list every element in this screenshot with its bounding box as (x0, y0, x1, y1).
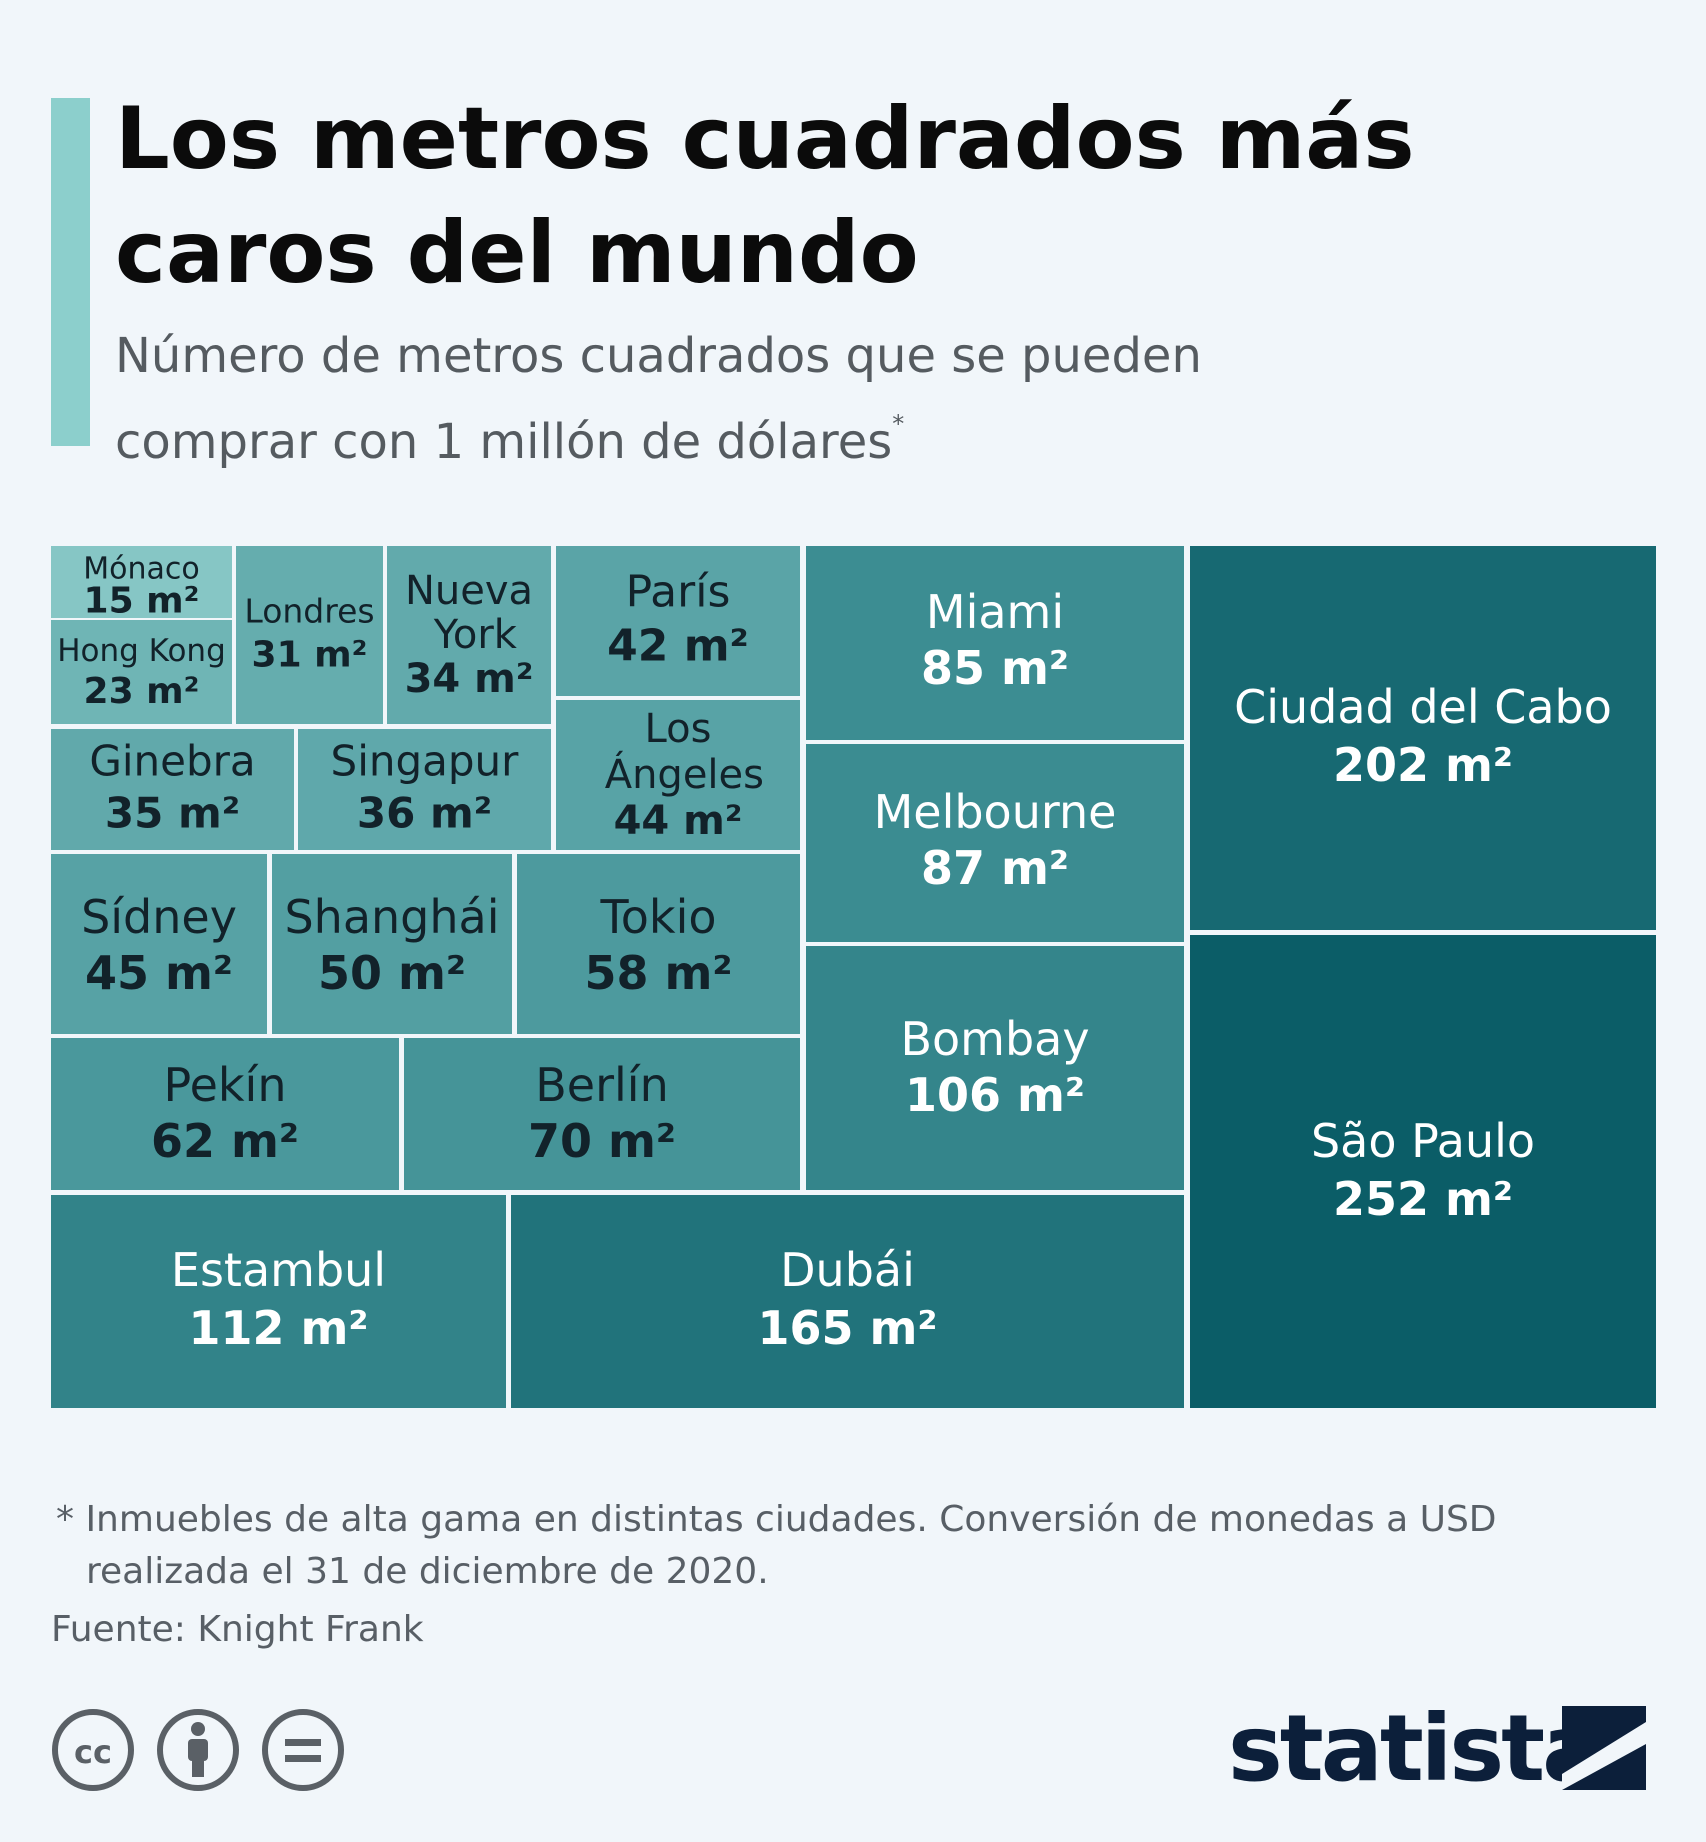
footnote: * Inmuebles de alta gama en distintas ci… (56, 1494, 1656, 1598)
treemap-tile (511, 1195, 1184, 1408)
license-icons: cc (52, 1709, 344, 1791)
tile-londres: Londres 31 m² (236, 546, 383, 724)
treemap-tile (806, 744, 1184, 942)
tile-value-label: 112 m² (188, 1301, 368, 1355)
treemap-tile (51, 854, 267, 1034)
tile-value-label: 31 m² (252, 635, 368, 676)
treemap-tile (51, 546, 232, 618)
tile-value-label: 202 m² (1333, 738, 1513, 792)
tile-value-label: 42 m² (607, 620, 749, 671)
subtitle-footnote-mark: * (892, 410, 905, 438)
treemap-tile (404, 1038, 800, 1190)
tile-value-label: 36 m² (357, 789, 492, 838)
tile-city-label: Hong Kong (57, 633, 226, 669)
statista-logo: statista (1228, 1695, 1646, 1798)
tile-value-label: 252 m² (1333, 1172, 1513, 1226)
tile-city-label: Miami (926, 585, 1064, 639)
brand-name: statista (1228, 1695, 1601, 1798)
tile-value-label: 58 m² (584, 946, 732, 1000)
tile-value-label: 23 m² (84, 671, 200, 712)
treemap-tile (806, 546, 1184, 740)
chart-subtitle: Número de metros cuadrados que se pueden… (115, 322, 1315, 476)
tile-value-label: 62 m² (151, 1114, 299, 1168)
tile-city-label: Melbourne (874, 785, 1117, 839)
footnote-line-2: realizada el 31 de diciembre de 2020. (86, 1551, 769, 1592)
treemap-tile (236, 546, 383, 724)
tile-value-label: 34 m² (405, 656, 534, 702)
tile-city-label: Shanghái (284, 890, 499, 944)
tile-city-label: Ciudad del Cabo (1234, 680, 1612, 734)
tile-city-label: Berlín (535, 1058, 669, 1112)
svg-text:cc: cc (74, 1733, 112, 1771)
no-derivatives-icon[interactable] (262, 1709, 344, 1791)
tile-city-label: Pekín (164, 1058, 287, 1112)
tile-value-label: 44 m² (614, 798, 743, 844)
treemap-tile (806, 946, 1184, 1190)
treemap-tile (1190, 935, 1656, 1408)
treemap-tile (556, 700, 800, 850)
tile-city-label: Dubái (780, 1243, 915, 1297)
tile-city-label: Sídney (81, 890, 237, 944)
tile-value-label: 106 m² (905, 1068, 1085, 1122)
attribution-icon[interactable] (157, 1709, 239, 1791)
subtitle-text: Número de metros cuadrados que se pueden… (115, 328, 1202, 470)
source-note: Fuente: Knight Frank (51, 1609, 424, 1650)
tile-city-label: Los Ángeles (592, 706, 764, 798)
footnote-line-1: * Inmuebles de alta gama en distintas ci… (56, 1499, 1497, 1540)
treemap-tile (51, 729, 294, 850)
tile-value-label: 70 m² (528, 1114, 676, 1168)
treemap-tile (51, 1195, 506, 1408)
tile-city-label: Tokio (600, 890, 717, 944)
treemap-tile (1190, 546, 1656, 930)
tile-value-label: 87 m² (921, 841, 1069, 895)
treemap-tile (298, 729, 551, 850)
tile-city-label: París (626, 566, 731, 617)
tile-city-label: Ginebra (89, 737, 255, 786)
tile-value-label: 45 m² (85, 946, 233, 1000)
treemap-tile (387, 546, 551, 724)
tile-value-label: 15 m² (84, 581, 200, 622)
tile-value-label: 85 m² (921, 641, 1069, 695)
statista-mark-icon (1562, 1706, 1646, 1790)
tile-city-label: Singapur (331, 737, 520, 786)
tile-city-label: Londres (244, 592, 374, 631)
treemap-tile (51, 1038, 399, 1190)
tile-city-label: São Paulo (1311, 1114, 1535, 1168)
tile-value-label: 165 m² (757, 1301, 937, 1355)
treemap-tile (51, 620, 232, 724)
tile-value-label: 35 m² (105, 789, 240, 838)
tile-city-label: Mónaco (83, 552, 199, 587)
accent-bar (51, 98, 90, 446)
tile-city-label: Estambul (171, 1243, 386, 1297)
treemap-tile (272, 854, 512, 1034)
cc-icon[interactable]: cc (52, 1709, 134, 1791)
tile-city-label: Nueva York (405, 568, 533, 658)
treemap-tile (517, 854, 800, 1034)
tile-city-label: Bombay (900, 1012, 1089, 1066)
chart-title: Los metros cuadrados más caros del mundo (115, 89, 1415, 303)
tile-value-label: 50 m² (318, 946, 466, 1000)
treemap-tile (556, 546, 800, 696)
